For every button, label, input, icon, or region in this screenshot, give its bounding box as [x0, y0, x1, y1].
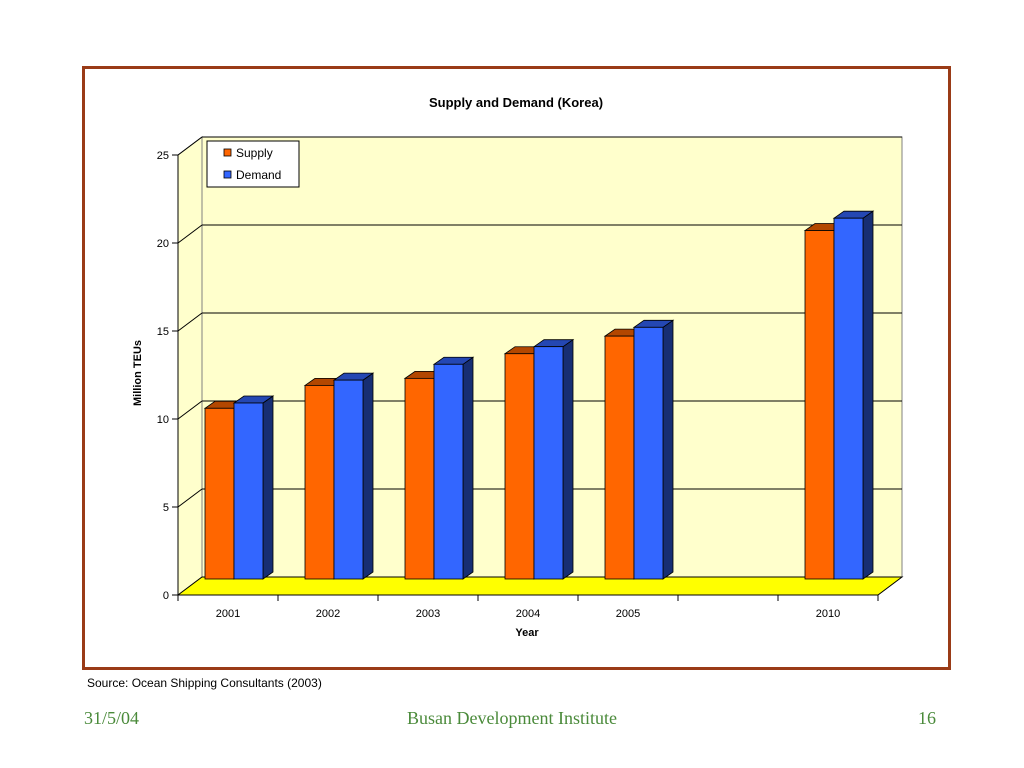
bar-demand-2010	[833, 217, 864, 580]
gridline-side	[177, 400, 203, 420]
y-tick-label: 10	[157, 414, 169, 426]
x-tick-label: 2004	[516, 608, 540, 620]
bar-side	[462, 356, 474, 580]
source-note: Source: Ocean Shipping Consultants (2003…	[87, 676, 322, 690]
footer-date: 31/5/04	[84, 708, 140, 728]
legend-box	[206, 140, 300, 188]
y-tick-label: 20	[157, 238, 169, 250]
bar-demand-2002	[333, 379, 364, 580]
chart-title: Supply and Demand (Korea)	[429, 95, 603, 110]
x-tick-label: 2002	[316, 608, 340, 620]
gridline-side	[177, 488, 203, 508]
gridline-side	[177, 312, 203, 332]
plot-floor	[176, 576, 904, 596]
x-tick-label: 2010	[816, 608, 840, 620]
gridline-side	[177, 224, 203, 244]
legend-swatch-demand	[223, 170, 232, 179]
x-tick-label: 2001	[216, 608, 240, 620]
page-number: 16	[918, 708, 936, 728]
bar-demand-2004	[533, 346, 564, 580]
bar-side	[262, 395, 274, 580]
bar-side	[862, 210, 874, 580]
bar-supply-2001	[204, 407, 235, 580]
y-tick-label: 0	[163, 590, 169, 602]
x-tick-label: 2005	[616, 608, 640, 620]
legend-swatch-supply	[223, 148, 232, 157]
y-tick-label: 15	[157, 326, 169, 338]
footer-organization: Busan Development Institute	[407, 708, 617, 728]
bar-side	[562, 338, 574, 580]
bar-side	[362, 372, 374, 580]
bar-supply-2010	[804, 230, 835, 580]
bar-supply-2004	[504, 353, 535, 580]
y-tick-label: 25	[157, 150, 169, 162]
legend-label-demand: Demand	[236, 168, 281, 182]
bar-supply-2003	[404, 377, 435, 580]
x-axis-label: Year	[515, 627, 539, 639]
y-axis-label: Million TEUs	[132, 340, 144, 406]
bar-demand-2001	[233, 402, 264, 580]
plot-side-wall	[177, 136, 203, 596]
bar-supply-2005	[604, 335, 635, 580]
bar-demand-2005	[633, 326, 664, 580]
bar-supply-2002	[304, 384, 335, 580]
legend-label-supply: Supply	[236, 146, 273, 160]
bar-demand-2003	[433, 363, 464, 580]
bar-side	[662, 319, 674, 580]
x-tick-label: 2003	[416, 608, 440, 620]
gridline-side	[177, 136, 203, 156]
y-tick-label: 5	[163, 502, 169, 514]
